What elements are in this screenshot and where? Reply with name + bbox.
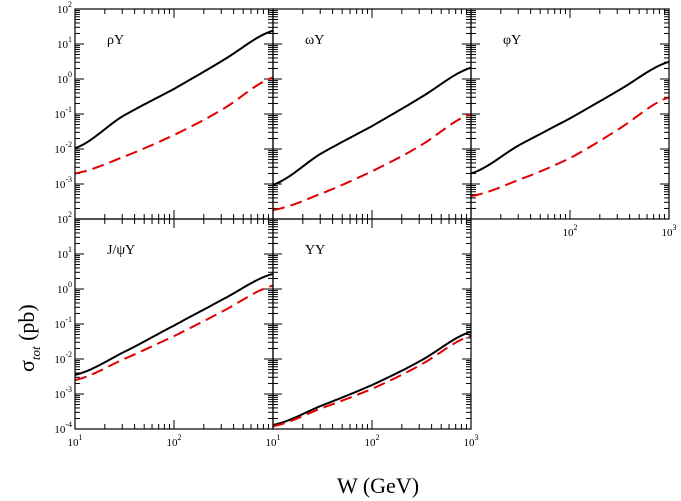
panel-3: J/ψY: [74, 218, 274, 430]
panel-3-series-dashed: [75, 284, 273, 382]
panel-2-frame: [470, 8, 670, 220]
panel-1-series-solid: [273, 66, 471, 186]
y-tick-label: 10-4: [54, 420, 72, 436]
panel-3-frame: [74, 218, 274, 430]
y-tick-label: 100: [57, 280, 72, 296]
panel-3-ticks: [74, 218, 274, 430]
y-tick-label: 101: [57, 35, 72, 51]
panel-2-series-dashed: [471, 96, 669, 198]
tick-labels-group: 10-3 10-2 10-1 100 101 102 10-4 10-3 10-2 10-1 100…: [54, 0, 676, 449]
y-tick-label: 102: [57, 210, 72, 226]
panel-4-label: YY: [305, 243, 325, 258]
panel-1-ticks: [272, 8, 472, 220]
panel-4-series-solid: [273, 330, 471, 426]
y-tick-label: 101: [57, 245, 72, 261]
y-axis-title-unit: (pb): [14, 304, 39, 346]
panel-0-curves: [75, 29, 273, 175]
x-tick-label: 103: [464, 433, 479, 449]
panel-4-curves: [273, 330, 471, 428]
panel-1-series-dashed: [273, 113, 471, 212]
panel-4-frame: [272, 218, 472, 430]
y-tick-label: 10-3: [54, 385, 72, 401]
y-axis-title: σtot (pb): [14, 304, 43, 372]
panel-0-series-dashed: [75, 76, 273, 175]
y-tick-label: 102: [57, 0, 72, 16]
x-tick-label: 103: [662, 223, 677, 239]
panel-0-series-solid: [75, 29, 273, 150]
x-tick-label: 101: [266, 433, 281, 449]
y-tick-label: 10-3: [54, 175, 72, 191]
y-tick-label: 10-2: [54, 350, 72, 366]
y-tick-label: 10-1: [54, 105, 72, 121]
panel-1-frame: [272, 8, 472, 220]
panel-3-label: J/ψY: [107, 243, 135, 258]
y-axis-title-subscript: tot: [28, 346, 43, 360]
y-tick-label: 10-1: [54, 315, 72, 331]
x-tick-label: 101: [68, 433, 83, 449]
x-tick-label: 102: [563, 223, 578, 239]
panel-1-label: ωY: [305, 33, 324, 48]
x-tick-label: 102: [365, 433, 380, 449]
panel-4-ticks: [272, 218, 472, 430]
y-tick-label: 10-2: [54, 140, 72, 156]
panel-3-series-solid: [75, 272, 273, 376]
panel-0-frame: [74, 8, 274, 220]
panel-4: YY: [272, 218, 472, 430]
panels-group: ρY ωY φY J/ψY YY: [74, 8, 670, 430]
panel-0-label: ρY: [107, 33, 124, 48]
panel-2-label: φY: [503, 33, 521, 48]
panel-4-series-dashed: [273, 334, 471, 428]
panel-3-curves: [75, 272, 273, 382]
panel-2-curves: [471, 60, 669, 198]
axis-titles: σtot (pb) W (GeV): [14, 304, 419, 498]
panel-2: φY: [470, 8, 670, 220]
panel-2-series-solid: [471, 60, 669, 175]
y-tick-label: 100: [57, 70, 72, 86]
x-tick-label: 102: [167, 433, 182, 449]
x-axis-title: W (GeV): [337, 473, 419, 498]
panel-0: ρY: [74, 8, 274, 220]
panel-1: ωY: [272, 8, 472, 220]
panel-0-ticks: [74, 8, 274, 220]
panel-1-curves: [273, 66, 471, 212]
